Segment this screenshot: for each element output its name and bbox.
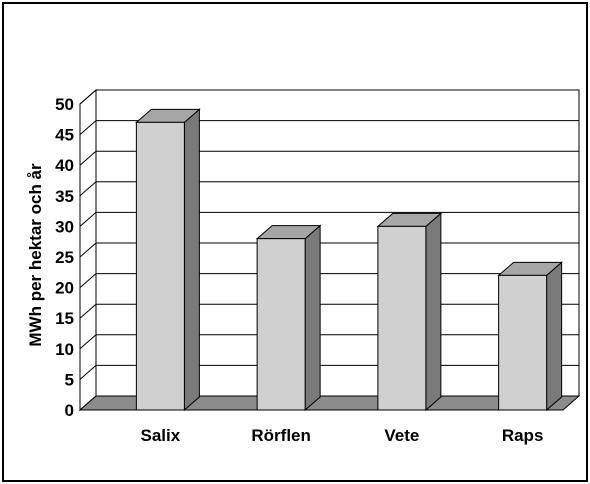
- y-tick-label: 10: [55, 340, 74, 359]
- x-category-label: Rörflen: [251, 426, 311, 445]
- bar-side: [546, 261, 563, 412]
- y-tick-label: 40: [55, 156, 74, 175]
- bar-front: [377, 225, 427, 411]
- gridline: [79, 150, 579, 166]
- bar-side: [304, 224, 321, 412]
- y-tick-label: 25: [55, 248, 74, 267]
- y-tick-labels: 0 5 10 15 20 25 30 35 40 45 50: [55, 95, 74, 420]
- x-category-label: Salix: [141, 426, 181, 445]
- bar: [376, 212, 443, 412]
- bar: [135, 108, 201, 412]
- bar: [497, 261, 563, 412]
- bar-side: [425, 212, 442, 412]
- y-axis-title: MWh per hektar och år: [26, 163, 45, 347]
- y-tick-label: 35: [55, 187, 74, 206]
- x-category-labels: Salix Rörflen Vete Raps: [141, 426, 544, 445]
- y-tick-label: 15: [55, 309, 74, 328]
- y-tick-label: 5: [65, 370, 74, 389]
- y-tick-label: 30: [55, 217, 74, 236]
- gridline: [79, 211, 579, 227]
- gridline: [79, 181, 579, 197]
- y-tick-label: 20: [55, 279, 74, 298]
- gridline: [79, 89, 579, 105]
- y-tick-label: 50: [55, 95, 74, 114]
- bar-side: [183, 108, 200, 412]
- bar-front: [135, 121, 185, 411]
- bars: [135, 108, 563, 412]
- bar: [255, 224, 322, 412]
- bar-front: [498, 274, 548, 411]
- gridline: [79, 120, 579, 135]
- bar-front: [256, 238, 306, 411]
- x-category-label: Vete: [384, 426, 419, 445]
- y-tick-label: 0: [65, 401, 74, 420]
- x-category-label: Raps: [502, 426, 544, 445]
- y-tick-label: 45: [55, 126, 74, 145]
